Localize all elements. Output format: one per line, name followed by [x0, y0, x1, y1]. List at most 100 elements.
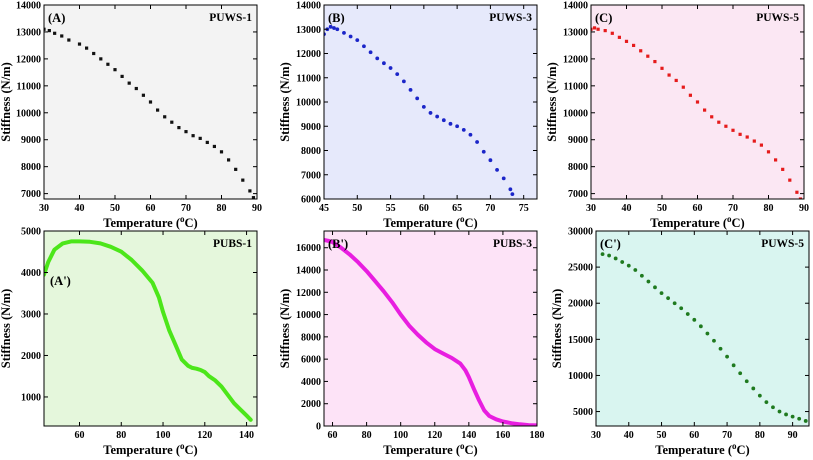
- y-tick-label: 8000: [21, 162, 41, 173]
- panel-label: (C'): [600, 237, 621, 251]
- series-title: PUWS-5: [756, 12, 799, 24]
- data-point: [712, 338, 716, 343]
- x-axis-label-text: Temperature: [383, 216, 453, 230]
- x-tick-label: 100: [156, 430, 171, 441]
- data-point: [698, 324, 703, 329]
- data-point: [67, 38, 71, 42]
- plot-frame: [323, 230, 538, 427]
- chart-panel-4: 60 80 100 120 140 1000 2000 3000 4000 5000 Tempera…: [0, 227, 258, 457]
- y-tick-label: 10000: [568, 371, 593, 382]
- y-tick-label: 12000: [563, 54, 588, 65]
- panel-label: (B): [328, 11, 345, 25]
- data-point: [797, 416, 802, 421]
- data-point: [790, 414, 795, 419]
- data-point: [495, 168, 499, 172]
- y-tick-label: 14000: [563, 1, 588, 12]
- data-point: [692, 317, 697, 322]
- x-axis-label: Temperature (oC): [383, 214, 477, 230]
- data-point: [106, 62, 110, 66]
- y-tick-label: 5000: [573, 407, 593, 418]
- x-tick-label: 70: [728, 203, 738, 214]
- data-point: [421, 104, 426, 109]
- data-point: [646, 279, 651, 284]
- y-tick-label: 11000: [297, 73, 321, 84]
- data-point: [241, 178, 245, 182]
- data-point: [674, 78, 678, 83]
- y-tick-label: 12000: [296, 288, 321, 299]
- x-tick-label: 50: [657, 430, 667, 441]
- data-point: [441, 118, 446, 123]
- data-point: [781, 167, 785, 171]
- y-tick-label: 14000: [296, 1, 321, 12]
- chart-panel-1: 30 40 50 60 70 80 90 7000 8000 9000 10000 11000 1200…: [0, 1, 262, 231]
- x-tick-label: 90: [788, 430, 798, 441]
- x-tick-label: 90: [799, 203, 809, 214]
- data-point: [710, 115, 714, 119]
- data-point: [332, 26, 336, 30]
- y-tick-label: 16000: [296, 243, 321, 254]
- y-tick-label: 9000: [568, 135, 588, 146]
- data-point: [44, 27, 46, 31]
- data-point: [751, 386, 756, 391]
- y-tick-label: 9000: [301, 122, 321, 133]
- data-point: [795, 190, 799, 194]
- x-tick-label: 180: [530, 430, 545, 441]
- data-point: [335, 27, 340, 32]
- y-tick-label: 2000: [21, 351, 41, 362]
- data-point: [752, 139, 756, 143]
- data-point: [127, 81, 131, 85]
- x-tick-label: 60: [146, 203, 156, 214]
- data-point: [120, 74, 124, 79]
- data-point: [510, 192, 515, 197]
- data-point: [99, 57, 103, 61]
- y-tick-label: 13000: [16, 27, 41, 38]
- data-point: [591, 27, 593, 31]
- data-point: [348, 34, 353, 39]
- y-tick-label: 14000: [16, 1, 41, 12]
- data-point: [610, 31, 614, 35]
- data-point: [731, 363, 736, 368]
- y-tick-label: 30000: [568, 227, 593, 238]
- data-point: [777, 409, 782, 414]
- x-tick-label: 30: [39, 203, 49, 214]
- x-axis-label: Temperature (oC): [103, 441, 197, 457]
- x-axis-unit-open: (: [725, 443, 732, 457]
- x-tick-label: 120: [427, 430, 442, 441]
- data-point: [646, 54, 650, 58]
- data-point: [659, 291, 664, 296]
- data-point: [703, 108, 707, 112]
- x-tick-label: 45: [319, 203, 329, 214]
- x-tick-label: 55: [386, 203, 396, 214]
- data-point: [141, 93, 145, 97]
- data-point: [718, 346, 723, 351]
- x-axis-unit-rest: C): [465, 443, 478, 457]
- x-tick-label: 120: [197, 430, 212, 441]
- plot-background: [324, 5, 537, 199]
- y-tick-label: 8000: [301, 332, 321, 343]
- data-point: [705, 331, 710, 336]
- x-axis-label-text: Temperature: [103, 216, 173, 230]
- x-axis-label: Temperature (oC): [103, 214, 197, 230]
- chart-panel-2: 45 50 55 60 65 70 75 6000 7000 8000 9000 10000 11000…: [278, 1, 538, 230]
- x-tick-label: 90: [252, 203, 262, 214]
- data-point: [170, 120, 174, 124]
- data-point: [501, 176, 506, 181]
- data-point: [342, 30, 346, 35]
- data-point: [248, 189, 252, 193]
- data-point: [724, 124, 728, 128]
- data-series: [591, 26, 803, 199]
- y-tick-label: 25000: [568, 263, 593, 274]
- y-axis-label: Stiffness (N/m): [0, 62, 13, 142]
- x-axis-unit-degree: o: [180, 441, 185, 451]
- x-tick-label: 30: [591, 430, 601, 441]
- x-tick-label: 80: [116, 430, 126, 441]
- x-axis-label: Temperature (oC): [655, 441, 749, 457]
- x-axis-label: Temperature (oC): [650, 214, 744, 230]
- data-point: [362, 44, 366, 49]
- x-axis-unit-rest: C): [185, 216, 198, 230]
- data-point: [745, 135, 749, 139]
- data-point: [688, 93, 692, 97]
- y-axis-label: Stiffness (N/m): [278, 62, 292, 142]
- series-title: PUBS-3: [493, 238, 532, 250]
